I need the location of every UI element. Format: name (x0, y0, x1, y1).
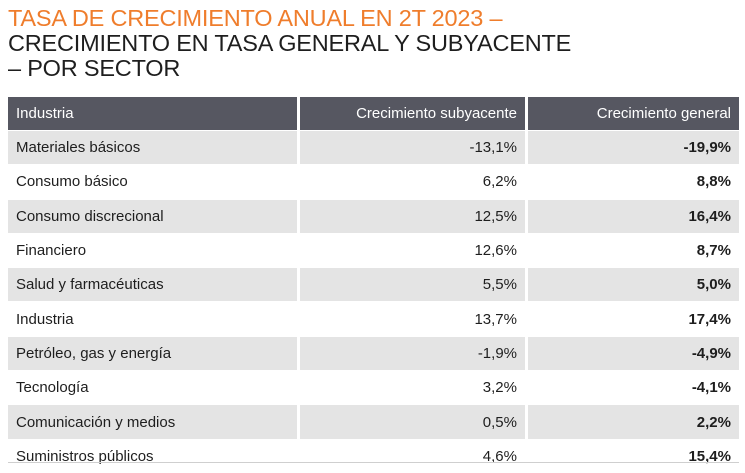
table-row: Petróleo, gas y energía -1,9% -4,9% (8, 335, 739, 371)
table-row: Comunicación y medios 0,5% 2,2% (8, 404, 739, 439)
general-growth: 2,2% (528, 404, 739, 439)
general-growth: -19,9% (528, 130, 739, 165)
table-row: Suministros públicos 4,6% 15,4% (8, 438, 739, 473)
sector-name: Salud y farmacéuticas (8, 267, 300, 302)
table-row: Materiales básicos -13,1% -19,9% (8, 130, 739, 165)
general-growth: -4,9% (528, 335, 739, 371)
general-growth: -4,1% (528, 370, 739, 405)
underlying-growth: -13,1% (300, 130, 528, 165)
table-row: Consumo discrecional 12,5% 16,4% (8, 198, 739, 233)
underlying-growth: 4,6% (300, 438, 528, 473)
sector-name: Consumo básico (8, 164, 300, 199)
general-growth: 15,4% (528, 438, 739, 473)
title-line-3: – POR SECTOR (8, 55, 181, 81)
underlying-growth: 3,2% (300, 370, 528, 405)
table-row: Industria 13,7% 17,4% (8, 301, 739, 336)
title-line-2: CRECIMIENTO EN TASA GENERAL Y SUBYACENTE (8, 30, 572, 56)
general-growth: 8,8% (528, 164, 739, 199)
header-industria: Industria (8, 97, 300, 130)
underlying-growth: 0,5% (300, 404, 528, 439)
table-row: Salud y farmacéuticas 5,5% 5,0% (8, 267, 739, 302)
sector-name: Financiero (8, 232, 300, 268)
table-row: Consumo básico 6,2% 8,8% (8, 164, 739, 199)
table-header-row: Industria Crecimiento subyacente Crecimi… (8, 97, 739, 130)
underlying-growth: -1,9% (300, 335, 528, 371)
underlying-growth: 5,5% (300, 267, 528, 302)
general-growth: 16,4% (528, 198, 739, 233)
general-growth: 17,4% (528, 301, 739, 336)
sector-name: Consumo discrecional (8, 198, 300, 233)
header-crecimiento-general: Crecimiento general (528, 97, 739, 130)
underlying-growth: 12,6% (300, 232, 528, 268)
general-growth: 8,7% (528, 232, 739, 268)
sector-name: Tecnología (8, 370, 300, 405)
table-row: Financiero 12,6% 8,7% (8, 232, 739, 268)
underlying-growth: 13,7% (300, 301, 528, 336)
chart-title: TASA DE CRECIMIENTO ANUAL EN 2T 2023 – C… (8, 6, 738, 81)
title-line-1: TASA DE CRECIMIENTO ANUAL EN 2T 2023 – (8, 5, 503, 31)
sector-name: Materiales básicos (8, 130, 300, 165)
table-bottom-rule (8, 462, 739, 463)
sector-growth-table: Industria Crecimiento subyacente Crecimi… (8, 97, 739, 473)
underlying-growth: 6,2% (300, 164, 528, 199)
sector-name: Suministros públicos (8, 438, 300, 473)
underlying-growth: 12,5% (300, 198, 528, 233)
sector-name: Comunicación y medios (8, 404, 300, 439)
general-growth: 5,0% (528, 267, 739, 302)
header-crecimiento-subyacente: Crecimiento subyacente (300, 97, 528, 130)
sector-name: Industria (8, 301, 300, 336)
sector-name: Petróleo, gas y energía (8, 335, 300, 371)
table-row: Tecnología 3,2% -4,1% (8, 370, 739, 405)
